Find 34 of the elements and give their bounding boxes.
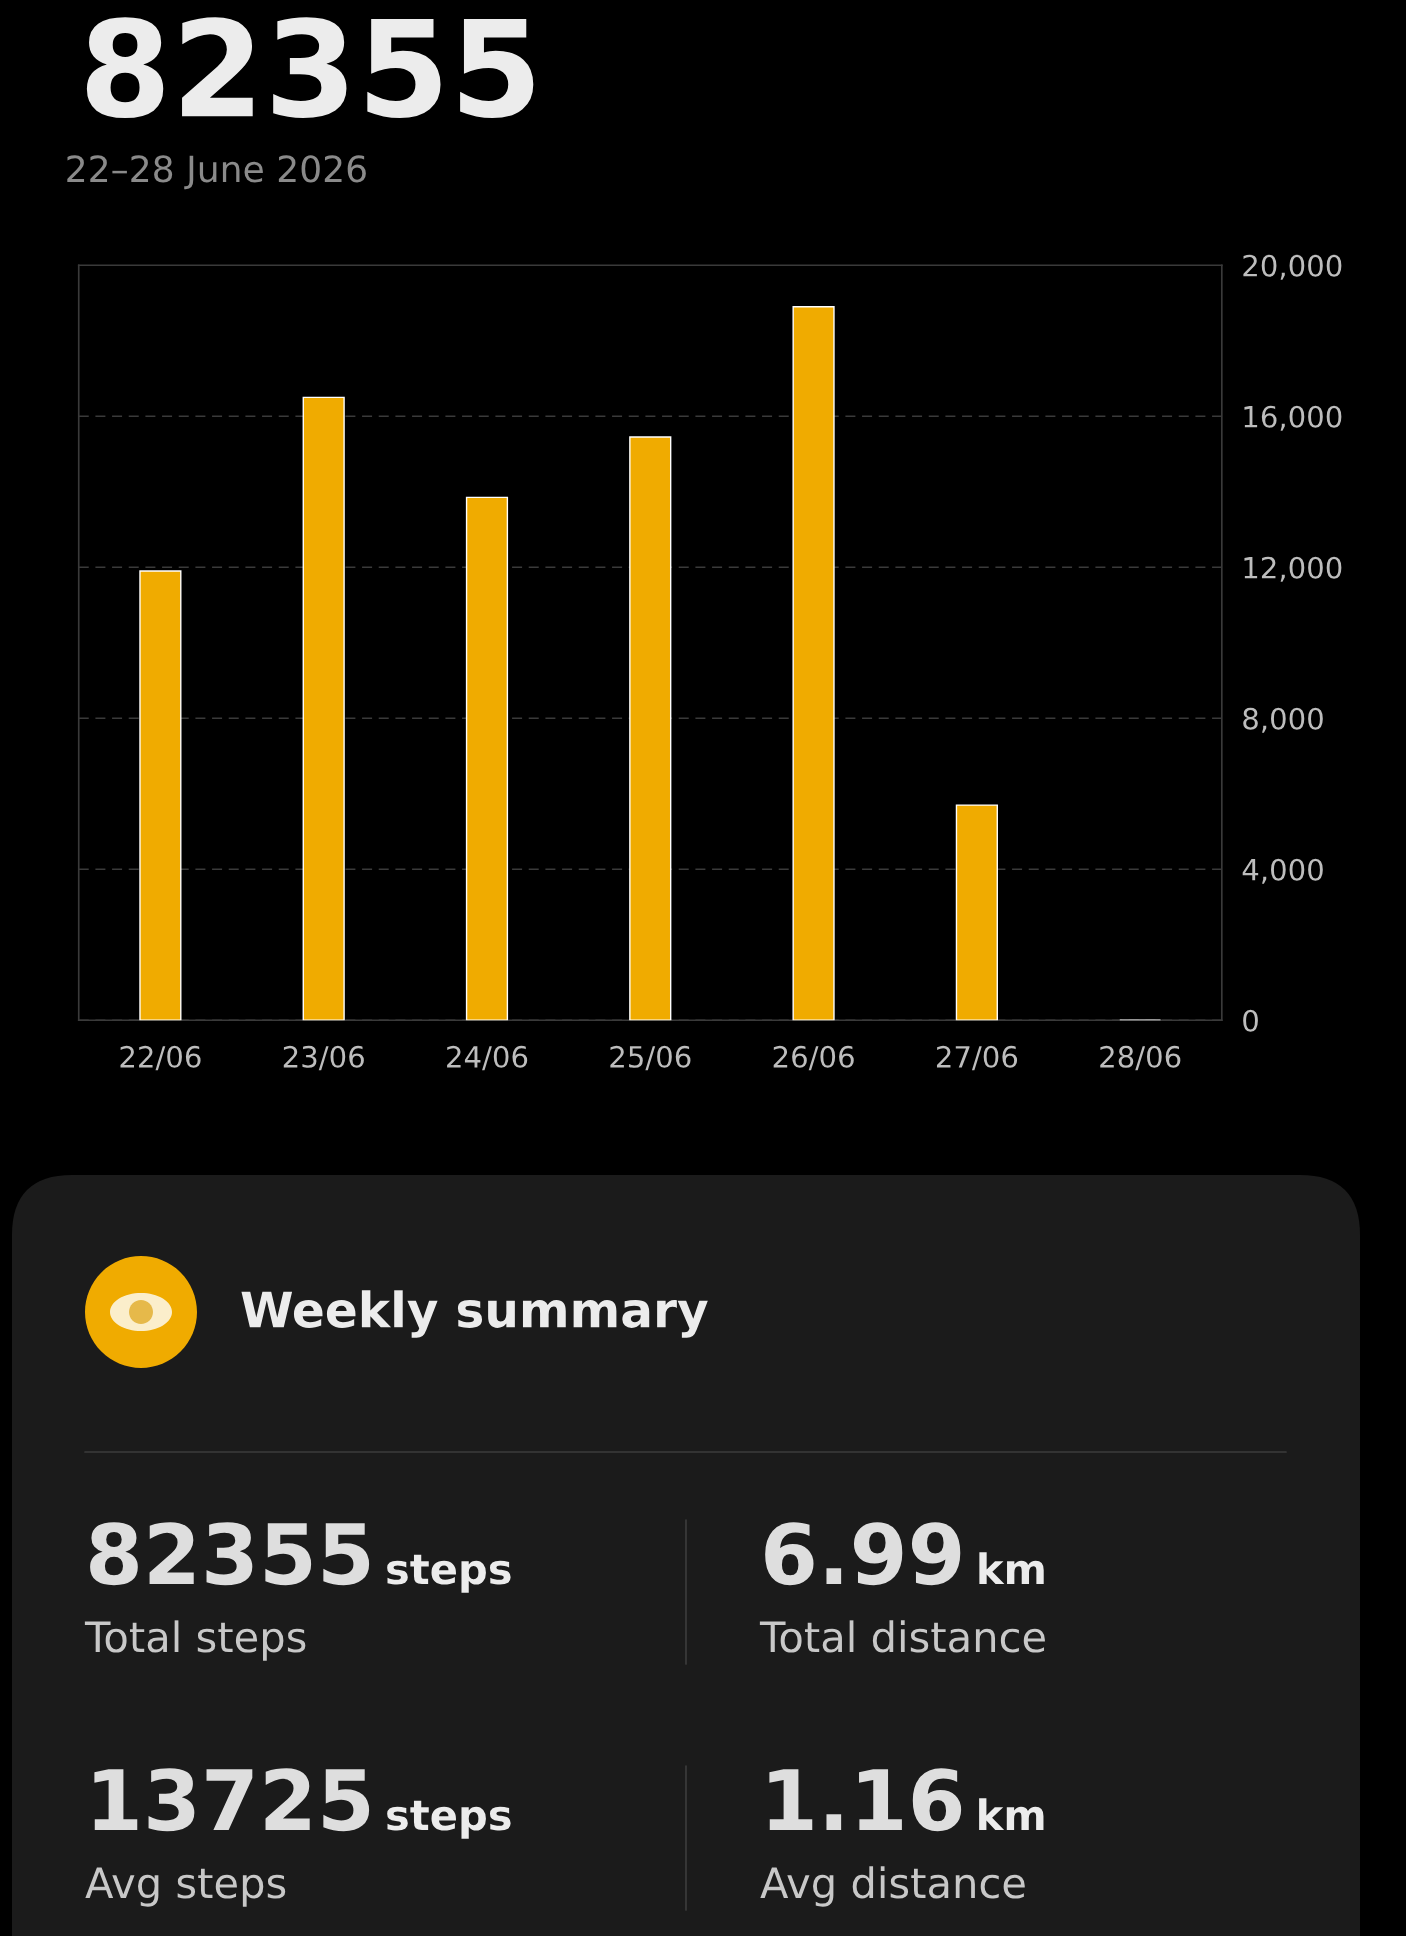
text: Total distance (759, 1620, 1045, 1653)
bar (629, 436, 672, 1021)
text: 13725 (94, 1768, 370, 1832)
text: Total steps (84, 1620, 306, 1661)
text: steps (387, 1554, 511, 1593)
bar (139, 570, 182, 1021)
y-tick-label: 12,000 (1244, 556, 1342, 582)
x-tick-label: 23/06 (283, 1045, 364, 1071)
y-tick-label: 8,000 (1243, 707, 1323, 733)
text: Avg distance (760, 1866, 1025, 1907)
text: steps (387, 1800, 511, 1839)
text: 1.16 (769, 1768, 962, 1832)
bar (302, 396, 345, 1021)
bar (465, 496, 509, 1021)
chart-subtitle: 22–28 June 2026 (67, 155, 366, 190)
x-tick-label: 27/06 (936, 1045, 1018, 1071)
x-tick-label: 26/06 (773, 1045, 854, 1071)
x-tick-label: 24/06 (447, 1045, 528, 1071)
text: km (979, 1798, 1044, 1830)
y-tick-label: 0 (1243, 1009, 1258, 1032)
text: km (979, 1552, 1044, 1584)
y-tick-label: 20,000 (1243, 254, 1342, 280)
chart-title: 82355 (86, 17, 534, 119)
x-tick-label: 25/06 (610, 1045, 691, 1071)
bar (955, 804, 998, 1021)
text: Avg steps (85, 1867, 286, 1907)
bar (792, 306, 835, 1021)
x-tick-label: 22/06 (120, 1045, 201, 1071)
y-tick-label: 4,000 (1242, 858, 1323, 884)
text: 6.99 (765, 1522, 961, 1586)
text: Weekly summary (241, 1290, 708, 1338)
text: 82355 (90, 1522, 370, 1586)
x-tick-label: 28/06 (1100, 1045, 1181, 1071)
y-tick-label: 16,000 (1244, 405, 1342, 431)
